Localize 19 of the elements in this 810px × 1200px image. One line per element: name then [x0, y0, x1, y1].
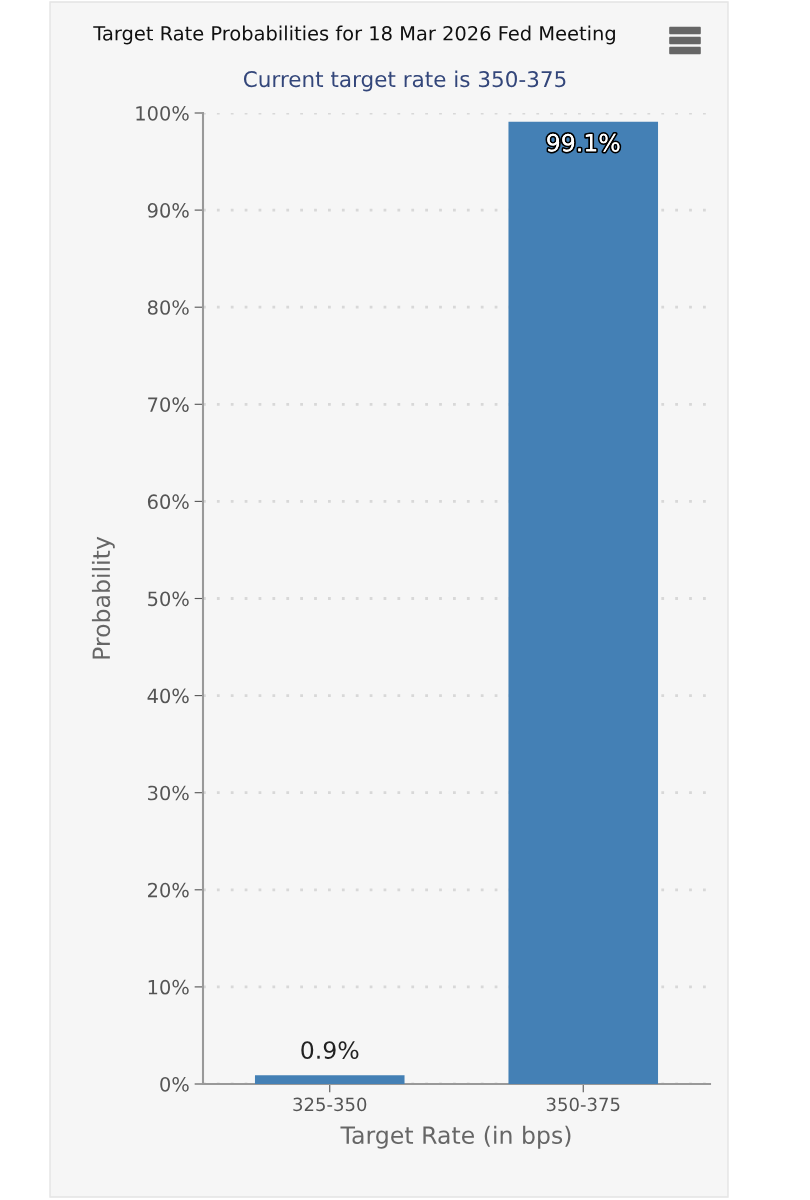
y-tick-label: 100%: [136, 105, 189, 121]
data-label: 0.9%: [301, 1041, 359, 1060]
y-tick-label: 10%: [148, 979, 189, 995]
y-tick-label: 90%: [147, 203, 189, 218]
data-label: 99.1%: [547, 133, 620, 152]
chart-subtitle: Current target rate is 350-375: [243, 70, 566, 92]
chart-title: Target Rate Probabilities for 18 Mar 2026 Fed Meeting: [93, 25, 615, 45]
x-tick-label: 350-375: [546, 1097, 620, 1112]
y-tick-label: 60%: [147, 494, 189, 510]
y-tick-label: 40%: [147, 688, 189, 704]
y-tick-label: 80%: [147, 300, 189, 315]
y-tick-label: 20%: [148, 882, 189, 898]
y-tick-label: 0%: [160, 1076, 189, 1092]
y-tick-label: 50%: [148, 591, 189, 607]
y-axis-title: Probability: [91, 536, 115, 659]
y-tick-label: 30%: [148, 785, 189, 801]
x-tick-label: 325-350: [293, 1097, 367, 1112]
x-axis-title: Target Rate (in bps): [340, 1125, 571, 1149]
y-tick-label: 70%: [148, 397, 189, 412]
